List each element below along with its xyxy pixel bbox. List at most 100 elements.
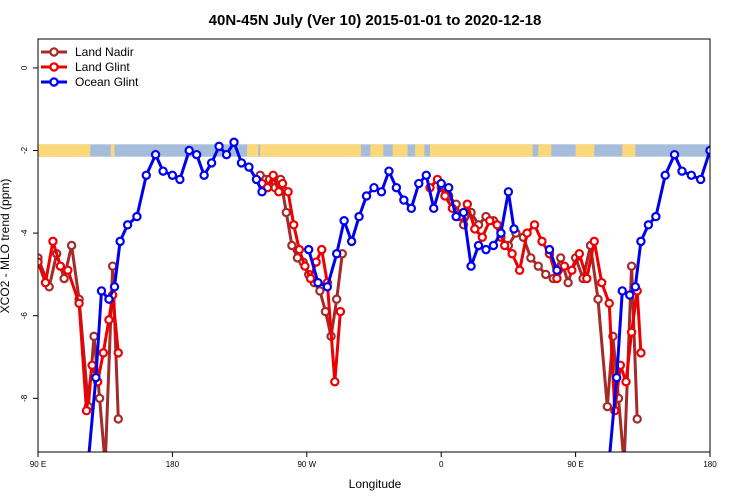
land-band (538, 144, 552, 157)
y-tick-label: 0 (20, 65, 29, 70)
data-point (406, 203, 417, 214)
data-point (544, 244, 555, 255)
data-point (281, 207, 291, 218)
x-tick-label: 0 (439, 460, 444, 469)
data-point (376, 187, 387, 197)
data-point (251, 174, 262, 185)
data-point (175, 174, 185, 185)
data-point (40, 277, 51, 288)
data-point (399, 195, 409, 205)
data-point (555, 253, 566, 263)
legend-label: Land Glint (75, 60, 130, 74)
data-point (361, 191, 372, 201)
data-point (206, 158, 217, 168)
data-point (621, 377, 631, 387)
series-line (38, 239, 120, 413)
data-point (695, 174, 706, 185)
data-point (331, 294, 342, 304)
chart-title: 40N-45N July (Ver 10) 2015-01-01 to 2020… (209, 12, 542, 29)
data-point (522, 228, 532, 238)
data-point (443, 182, 454, 193)
data-point (150, 149, 161, 160)
data-point (593, 294, 603, 304)
data-point (677, 166, 687, 176)
data-point (462, 199, 473, 209)
data-point (98, 348, 109, 358)
data-point (589, 236, 599, 247)
legend-swatch-marker (49, 62, 59, 72)
data-point (537, 236, 547, 247)
data-point (436, 178, 446, 189)
y-axis: 0 -2 -4 -6 -8 (20, 65, 38, 402)
land-band (622, 144, 636, 157)
series-line (440, 186, 639, 452)
data-point (626, 261, 637, 271)
data-point (303, 244, 314, 255)
data-point (636, 348, 646, 358)
data-point (686, 170, 697, 180)
data-point (705, 145, 710, 156)
data-point (87, 360, 97, 370)
data-point (141, 170, 151, 180)
data-point (636, 236, 646, 247)
data-point (274, 187, 284, 197)
land-band (260, 144, 361, 157)
series-land-nadir (38, 170, 642, 468)
data-point (236, 158, 247, 168)
data-point (322, 282, 333, 292)
data-point (331, 249, 342, 259)
data-point (229, 137, 239, 147)
legend-swatch-marker (49, 47, 59, 57)
data-point (85, 457, 92, 464)
y-tick-label: -4 (20, 229, 29, 237)
x-axis-label: Longitude (349, 477, 402, 491)
data-point (221, 149, 232, 160)
data-point (346, 236, 357, 247)
data-point (421, 170, 431, 180)
x-tick-label: 180 (166, 460, 180, 469)
x-axis: 90 E 180 90 W 0 90 E 180 (30, 452, 717, 469)
plot-area (38, 137, 710, 468)
series-land-glint (38, 170, 646, 416)
y-tick-label: -6 (20, 312, 29, 320)
data-point (257, 187, 267, 197)
data-point (621, 461, 628, 468)
data-point (59, 273, 69, 284)
data-point (626, 327, 637, 337)
data-point (74, 298, 84, 309)
x-tick-label: 90 E (30, 460, 46, 469)
data-point (606, 457, 613, 464)
data-point (167, 170, 178, 180)
data-point (582, 273, 592, 284)
legend-label: Land Nadir (75, 45, 134, 59)
data-point (113, 414, 123, 424)
data-point (617, 286, 627, 296)
data-point (611, 372, 622, 383)
data-point (499, 240, 510, 251)
data-point (339, 216, 349, 226)
series-ocean-glint (85, 137, 710, 464)
land-ocean-strip (38, 144, 710, 157)
land-band (38, 144, 91, 157)
data-point (541, 269, 551, 280)
data-point (574, 249, 585, 259)
data-point (55, 261, 66, 271)
data-point (429, 203, 439, 214)
data-point (315, 286, 325, 296)
data-point (244, 162, 254, 172)
x-tick-label: 180 (703, 460, 717, 469)
data-point (602, 401, 613, 412)
data-point (115, 236, 125, 247)
data-point (289, 220, 299, 230)
data-point (552, 273, 562, 284)
x-tick-label: 90 E (567, 460, 583, 469)
data-point (466, 261, 476, 271)
plot-frame (37, 38, 711, 453)
data-point (507, 249, 517, 259)
land-band (110, 144, 115, 157)
data-point (354, 211, 364, 222)
data-point (81, 406, 92, 416)
series-line (608, 150, 710, 452)
data-point (122, 220, 133, 230)
